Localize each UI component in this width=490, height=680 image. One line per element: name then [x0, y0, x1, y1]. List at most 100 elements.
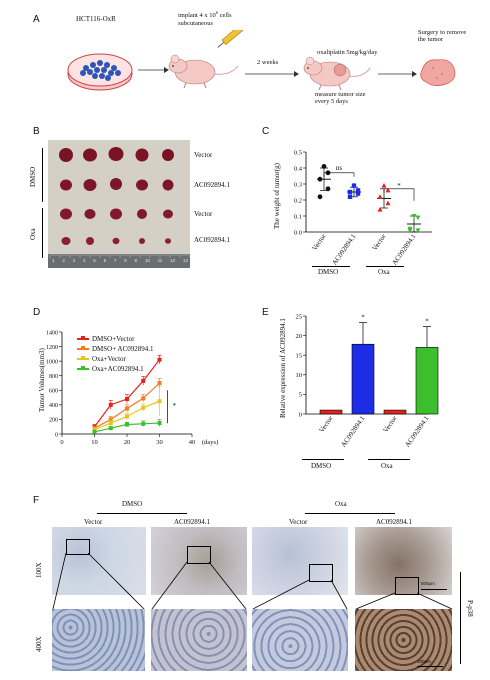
scale-bar [421, 589, 447, 590]
data-point [377, 207, 383, 212]
panel-b-row-label: AC092894.1 [194, 181, 230, 189]
legend-label: Oxa+Vector [92, 355, 126, 363]
panel-e-dmso-line [302, 459, 344, 460]
tumor-row-dmso-ac [60, 178, 174, 191]
zoom-box [395, 577, 419, 595]
legend-label: DMSO+ AC092894.1 [92, 345, 154, 353]
legend-swatch [77, 336, 89, 340]
panel-c-oxa-label: Oxa [378, 268, 390, 276]
data-point [325, 186, 331, 192]
y-tick-label: 0.2 [294, 197, 302, 204]
sig-star: * [361, 314, 365, 322]
data-point [157, 357, 162, 362]
y-tick-label: 0.5 [294, 149, 302, 156]
panel-f-side-bracket [460, 572, 461, 664]
legend-item: Oxa+AC092894.1 [77, 364, 154, 374]
ihc-image-dmso-vector-400x [52, 609, 145, 671]
tumor-row-oxa-vector [60, 208, 173, 220]
y-tick-label: 10 [296, 372, 303, 379]
legend-item: DMSO+ AC092894.1 [77, 344, 154, 354]
data-point [355, 188, 361, 193]
y-tick-label: 1400 [46, 330, 58, 336]
y-tick-label: 600 [49, 389, 58, 395]
scale-bar [417, 666, 443, 667]
data-point [347, 189, 353, 195]
y-tick-label: 0.0 [294, 229, 302, 236]
legend-label: DMSO+Vector [92, 335, 135, 343]
treatment-label: oxaliplatin 5mg/kg/day [317, 49, 378, 56]
data-point [317, 194, 323, 200]
y-tick-label: 0.4 [294, 165, 303, 172]
tumor-icon [420, 59, 456, 86]
legend-swatch [77, 346, 89, 350]
tumor-photo: 1 2 3 4 5 6 7 8 9 10 11 12 13 [48, 140, 191, 268]
implant-text: implant 4 x 106 cells subcutaneous [178, 10, 232, 27]
panel-f-col-label: Vector [289, 518, 308, 526]
panel-d-letter: D [33, 307, 41, 318]
panel-e-dmso-label: DMSO [311, 462, 332, 470]
y-tick-label: 0.1 [294, 213, 302, 220]
ruler-number: 4 [82, 258, 86, 263]
data-point [321, 164, 327, 169]
scale-bar-label: 500μm [421, 581, 435, 586]
ruler-numbers: 1 2 3 4 5 6 7 8 9 10 11 12 13 [52, 258, 188, 263]
legend-swatch [77, 366, 89, 370]
x-tick-label: 10 [91, 439, 98, 446]
data-point [157, 381, 162, 385]
y-tick-label: 200 [49, 418, 58, 424]
ihc-image-dmso-vector-100x [52, 527, 146, 595]
sig-bracket [383, 188, 415, 201]
y-tick-label: 0 [299, 411, 302, 418]
data-point [157, 399, 162, 404]
zoom-box [187, 546, 211, 564]
ns-label: ns [336, 164, 343, 172]
ihc-image-oxa-vector-400x [252, 609, 348, 671]
y-tick-label: 1200 [46, 345, 58, 351]
data-point [415, 228, 421, 233]
data-point [355, 191, 361, 196]
panel-f-dmso-label: DMSO [122, 500, 143, 508]
panel-c-letter: C [262, 126, 270, 137]
data-point [125, 422, 129, 427]
legend-label: Oxa+AC092894.1 [92, 365, 144, 373]
data-point [141, 378, 146, 383]
data-point [92, 427, 97, 432]
panel-f-oxa-label: Oxa [335, 500, 347, 508]
panel-f-oxa-line [305, 513, 395, 514]
ihc-image-oxa-ac-100x: 500μm [355, 527, 452, 595]
panel-a-letter: A [33, 14, 40, 25]
cell-line-label: HCT116-OxR [76, 15, 116, 23]
data-point [351, 183, 357, 188]
panel-b-row-label: Vector [194, 210, 213, 218]
oxa-bracket [42, 208, 43, 258]
data-point [347, 194, 353, 199]
interval-label: 2 weeks [257, 59, 279, 66]
y-tick-label: 0.3 [294, 181, 302, 188]
ihc-image-dmso-ac-100x [151, 527, 247, 595]
x-tick-label: 30 [156, 439, 163, 446]
data-point [141, 396, 146, 401]
y-tick-label: 5 [299, 392, 302, 399]
scale-bar-label: 100μm [417, 659, 431, 664]
ihc-image-oxa-ac-400x: 100μm [355, 609, 452, 671]
data-point [108, 426, 113, 431]
bar [383, 409, 407, 415]
y-tick-label: 20 [296, 333, 303, 340]
panel-c-oxa-line [366, 266, 404, 267]
panel-f-col-label: AC092894.1 [376, 518, 412, 526]
x-tick-label: 0 [60, 439, 63, 446]
bar [319, 409, 343, 415]
data-point [317, 176, 323, 182]
measure-text: measure tumor size every 5 days [315, 91, 366, 106]
data-point [141, 421, 146, 426]
panel-d-chart: 0 200 400 600 800 1000 1200 1400 0 10 20 30 40 (days)… [46, 330, 218, 446]
panel-d-legend: DMSO+Vector DMSO+ AC092894.1 Oxa+Vector Oxa… [77, 334, 154, 374]
legend-item: Oxa+Vector [77, 354, 154, 364]
sig-star: * [173, 402, 177, 410]
y-tick-label: 400 [49, 403, 58, 409]
panel-b-letter: B [33, 126, 40, 137]
mouse-icon [168, 54, 239, 89]
panel-e-letter: E [262, 307, 269, 318]
